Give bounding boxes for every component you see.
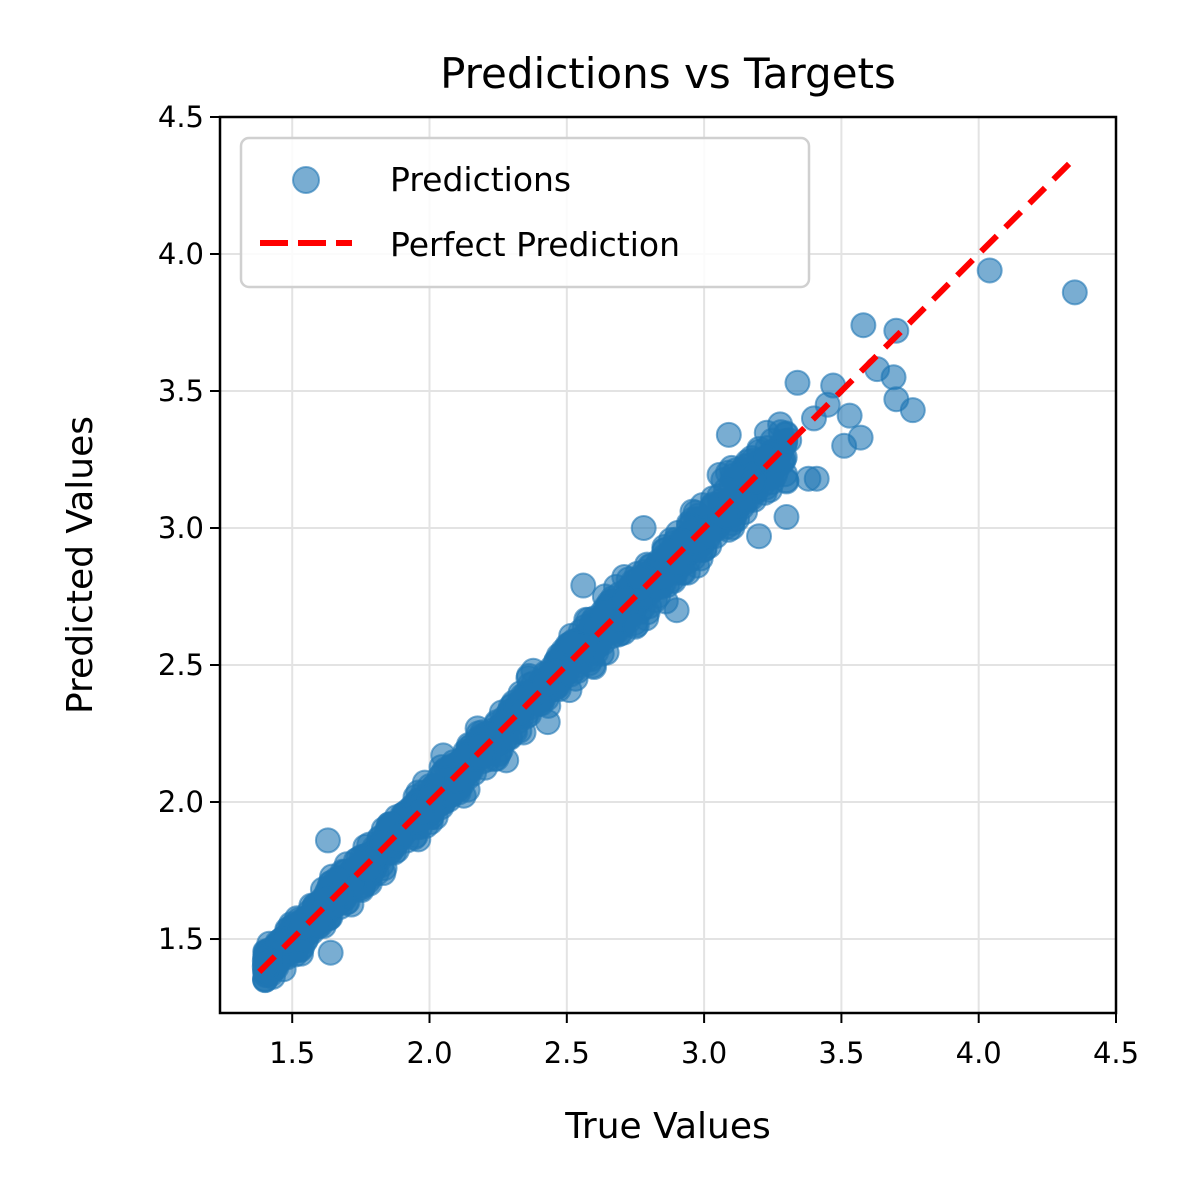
data-point	[317, 939, 344, 966]
y-tick-label: 3.0	[158, 511, 204, 545]
data-point	[795, 465, 822, 492]
data-point	[622, 613, 649, 640]
y-tick-label: 3.5	[158, 374, 204, 408]
data-point	[630, 515, 657, 542]
legend-label-perfect-prediction: Perfect Prediction	[390, 225, 680, 264]
data-point	[746, 523, 773, 550]
data-point	[773, 504, 800, 531]
data-point	[713, 476, 740, 503]
data-point	[976, 257, 1003, 284]
data-point	[1061, 279, 1088, 306]
y-tick-label: 4.0	[158, 237, 204, 271]
predictions-marker-icon	[292, 166, 320, 194]
data-point	[784, 369, 811, 396]
x-tick-label: 2.0	[406, 1036, 452, 1070]
data-point	[468, 732, 495, 759]
data-point	[430, 742, 457, 769]
plot-frame	[218, 115, 1118, 1015]
data-point	[880, 364, 907, 391]
data-point	[831, 432, 858, 459]
x-tick-label: 2.5	[544, 1036, 590, 1070]
data-point	[593, 639, 620, 666]
legend-label-predictions: Predictions	[390, 160, 571, 199]
data-point	[557, 630, 584, 657]
y-tick-label: 4.5	[158, 100, 204, 134]
x-tick-label: 1.5	[269, 1036, 315, 1070]
y-axis-ticks: 1.5 2.0 2.5 3.0 3.5 4.0 4.5	[158, 100, 220, 956]
x-tick-label: 3.0	[681, 1036, 727, 1070]
x-tick-label: 3.5	[818, 1036, 864, 1070]
x-axis-label: True Values	[564, 1106, 771, 1147]
data-point	[570, 572, 597, 599]
y-tick-label: 2.0	[158, 785, 204, 819]
x-axis-ticks: 1.5 2.0 2.5 3.0 3.5 4.0 4.5	[269, 1013, 1139, 1070]
x-tick-label: 4.0	[956, 1036, 1002, 1070]
legend-box	[239, 136, 811, 289]
data-point	[850, 312, 877, 339]
perfect-prediction-line	[257, 153, 1080, 975]
data-point	[651, 537, 678, 564]
data-point	[836, 402, 863, 429]
data-point	[715, 421, 742, 448]
data-point	[314, 827, 341, 854]
y-tick-label: 1.5	[158, 922, 204, 956]
y-axis-label: Predicted Values	[60, 416, 101, 714]
data-point	[899, 397, 926, 424]
data-point	[773, 468, 800, 495]
data-point	[444, 767, 471, 794]
x-tick-label: 4.5	[1093, 1036, 1139, 1070]
data-point	[883, 317, 910, 344]
legend: Predictions Perfect Prediction	[239, 136, 811, 289]
y-tick-label: 2.5	[158, 648, 204, 682]
chart-title: Predictions vs Targets	[440, 49, 896, 98]
data-point	[663, 597, 690, 624]
